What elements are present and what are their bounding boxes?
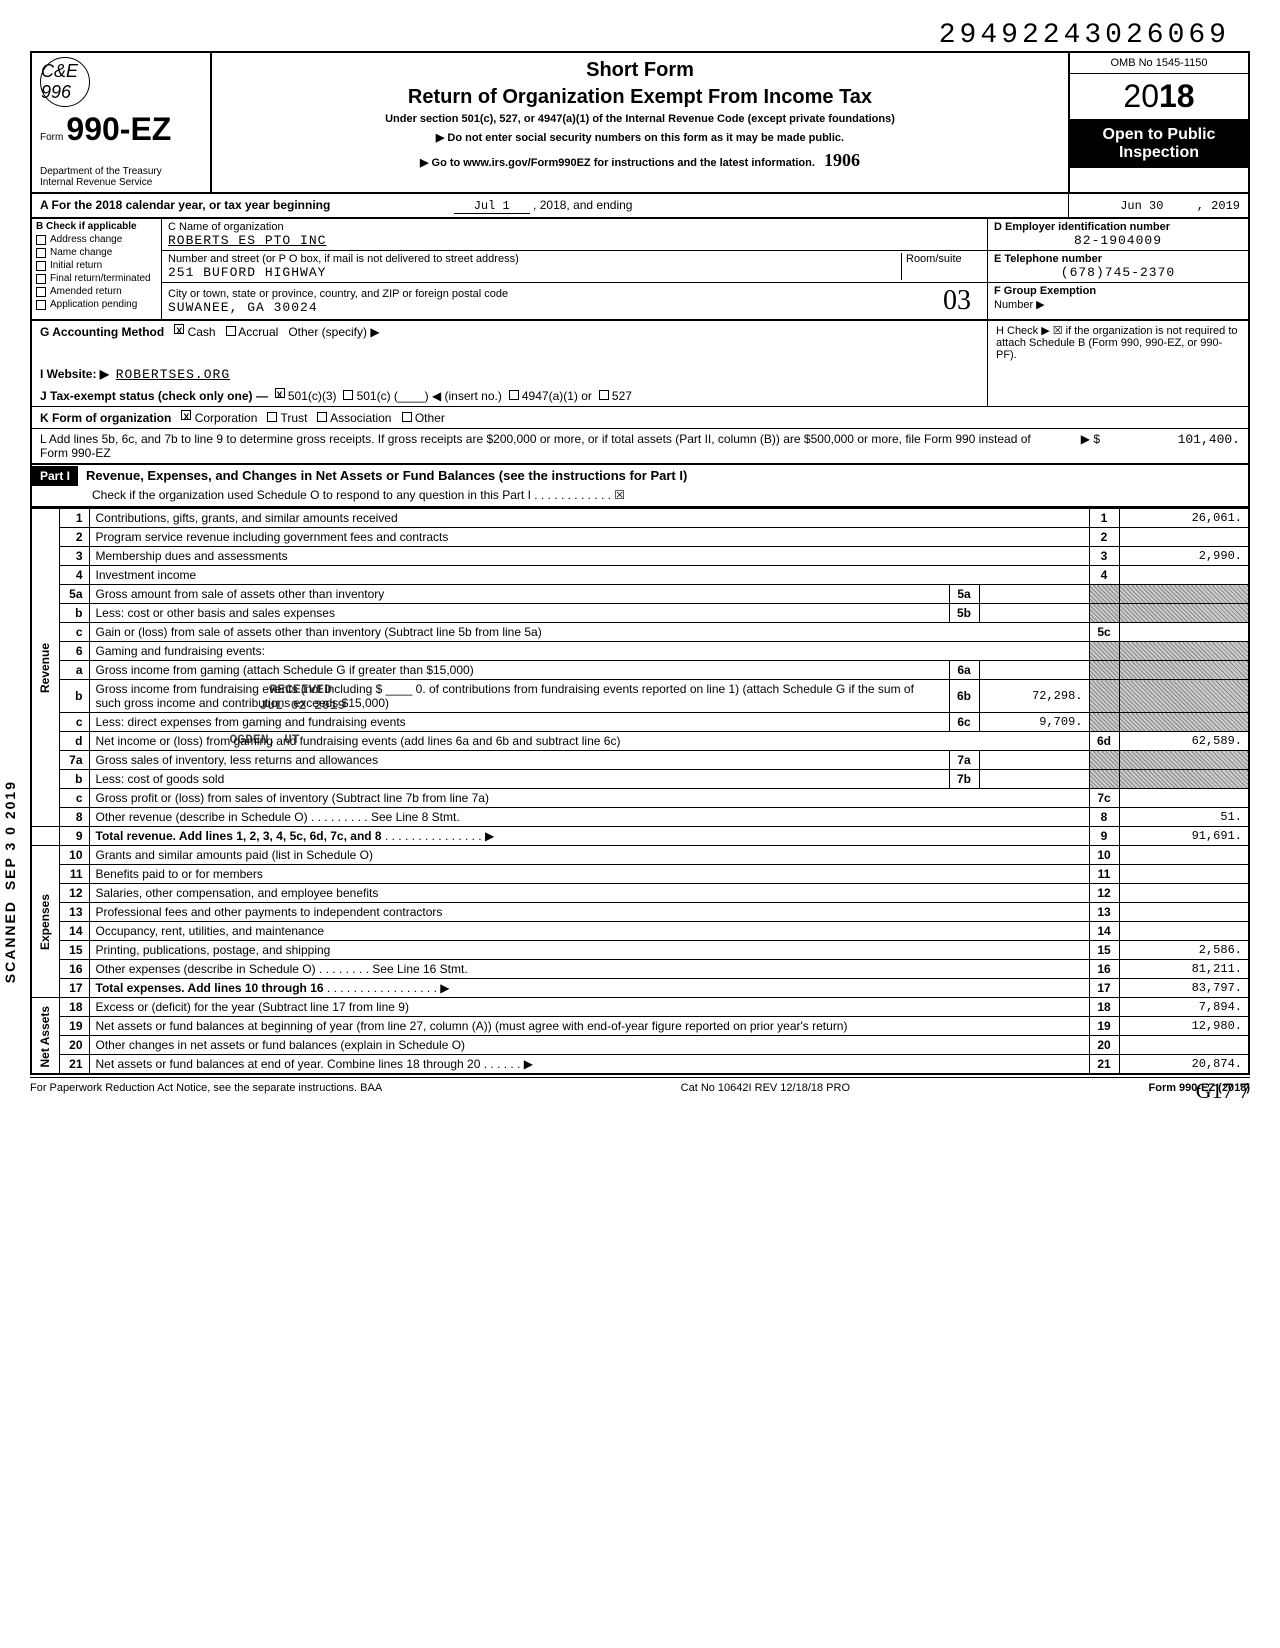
tax-year: 2018 — [1070, 74, 1248, 120]
line-6c-amount: 9,709. — [979, 713, 1089, 732]
short-form-title: Short Form — [220, 59, 1060, 82]
ce-stamp: C&E 996 — [40, 57, 90, 107]
room-suite-label: Room/suite — [901, 253, 981, 280]
gross-receipts-amount: 101,400. — [1100, 432, 1240, 460]
line-21-amount: 20,874. — [1119, 1055, 1249, 1075]
lines-table: Revenue 1Contributions, gifts, grants, a… — [30, 508, 1250, 1075]
sep-date-stamp: SEP 3 0 2019 — [2, 780, 18, 890]
column-def: D Employer identification number 82-1904… — [988, 219, 1248, 319]
net-assets-side-label: Net Assets — [31, 998, 59, 1075]
row-k: K Form of organization Corporation Trust… — [32, 407, 1248, 428]
return-title: Return of Organization Exempt From Incom… — [220, 86, 1060, 109]
period-begin: Jul 1 — [454, 199, 530, 214]
header-right-block: OMB No 1545-1150 2018 Open to Public Ins… — [1068, 53, 1248, 192]
line-6b-amount: 72,298. — [979, 680, 1089, 713]
scanned-stamp: SCANNED — [2, 900, 18, 983]
line-15-amount: 2,586. — [1119, 941, 1249, 960]
phone: (678)745-2370 — [994, 265, 1242, 280]
row-g: G Accounting Method Cash Accrual Other (… — [32, 321, 988, 364]
form-header: C&E 996 Form 990-EZ Department of the Tr… — [30, 51, 1250, 194]
row-j: J Tax-exempt status (check only one) — 5… — [32, 385, 988, 406]
org-city: SUWANEE, GA 30024 — [168, 300, 933, 315]
header-left-block: C&E 996 Form 990-EZ Department of the Tr… — [32, 53, 212, 192]
line-1-amount: 26,061. — [1119, 509, 1249, 528]
expenses-side-label: Expenses — [31, 846, 59, 998]
hand-code: 03 — [933, 285, 981, 317]
org-street: 251 BUFORD HIGHWAY — [168, 265, 901, 280]
line-18-amount: 7,894. — [1119, 998, 1249, 1017]
part-1-title: Revenue, Expenses, and Changes in Net As… — [78, 465, 1248, 486]
omb-number: OMB No 1545-1150 — [1070, 53, 1248, 74]
paperwork-notice: For Paperwork Reduction Act Notice, see … — [30, 1082, 382, 1094]
page-footer: For Paperwork Reduction Act Notice, see … — [30, 1077, 1250, 1094]
org-name: ROBERTS ES PTO INC — [168, 233, 981, 248]
part-1-label: Part I — [32, 466, 78, 486]
ssn-instruction: ▶ Do not enter social security numbers o… — [220, 131, 1060, 144]
url-instruction: ▶ Go to www.irs.gov/Form990EZ for instru… — [220, 150, 1060, 171]
rows-g-to-l: G Accounting Method Cash Accrual Other (… — [30, 321, 1250, 465]
received-stamp: RECEIVED — [270, 682, 332, 697]
line-19-amount: 12,980. — [1119, 1017, 1249, 1036]
line-16-amount: 81,211. — [1119, 960, 1249, 979]
line-9-amount: 91,691. — [1119, 827, 1249, 846]
form-number: 990-EZ — [66, 111, 171, 147]
cat-number: Cat No 10642I REV 12/18/18 PRO — [681, 1082, 850, 1094]
dln-number: 29492243026069 — [30, 20, 1250, 51]
form-label: Form — [40, 132, 63, 143]
irs-label: Internal Revenue Service — [40, 177, 202, 188]
open-to-public: Open to Public Inspection — [1070, 120, 1248, 168]
line-3-amount: 2,990. — [1119, 547, 1249, 566]
revenue-side-label: Revenue — [31, 509, 59, 827]
page-corner-mark: G17 7 — [1196, 1078, 1250, 1104]
part-1-header: Part I Revenue, Expenses, and Changes in… — [30, 465, 1250, 508]
website: ROBERTSES.ORG — [116, 367, 230, 382]
line-8-amount: 51. — [1119, 808, 1249, 827]
received-date-stamp: JUL 02 2019 — [260, 698, 346, 713]
column-b: B Check if applicable Address change Nam… — [32, 219, 162, 319]
row-i: I Website: ▶ ROBERTSES.ORG — [32, 364, 988, 385]
line-17-amount: 83,797. — [1119, 979, 1249, 998]
info-grid: B Check if applicable Address change Nam… — [30, 219, 1250, 321]
ein: 82-1904009 — [994, 233, 1242, 248]
hand-number: 1906 — [824, 150, 860, 170]
code-subtitle: Under section 501(c), 527, or 4947(a)(1)… — [220, 113, 1060, 125]
row-l: L Add lines 5b, 6c, and 7b to line 9 to … — [32, 428, 1248, 463]
period-end-month: Jun 30 — [1120, 199, 1163, 213]
row-h: H Check ▶ ☒ if the organization is not r… — [988, 321, 1248, 364]
header-center-block: Short Form Return of Organization Exempt… — [212, 53, 1068, 192]
schedule-o-check: Check if the organization used Schedule … — [32, 486, 1248, 506]
row-a: A For the 2018 calendar year, or tax yea… — [30, 194, 1250, 219]
line-6d-amount: 62,589. — [1119, 732, 1249, 751]
dept-treasury: Department of the Treasury — [40, 166, 202, 177]
ogden-stamp: OGDEN, UT — [230, 732, 300, 747]
column-c: C Name of organization ROBERTS ES PTO IN… — [162, 219, 988, 319]
period-end-year: , 2019 — [1197, 199, 1240, 213]
